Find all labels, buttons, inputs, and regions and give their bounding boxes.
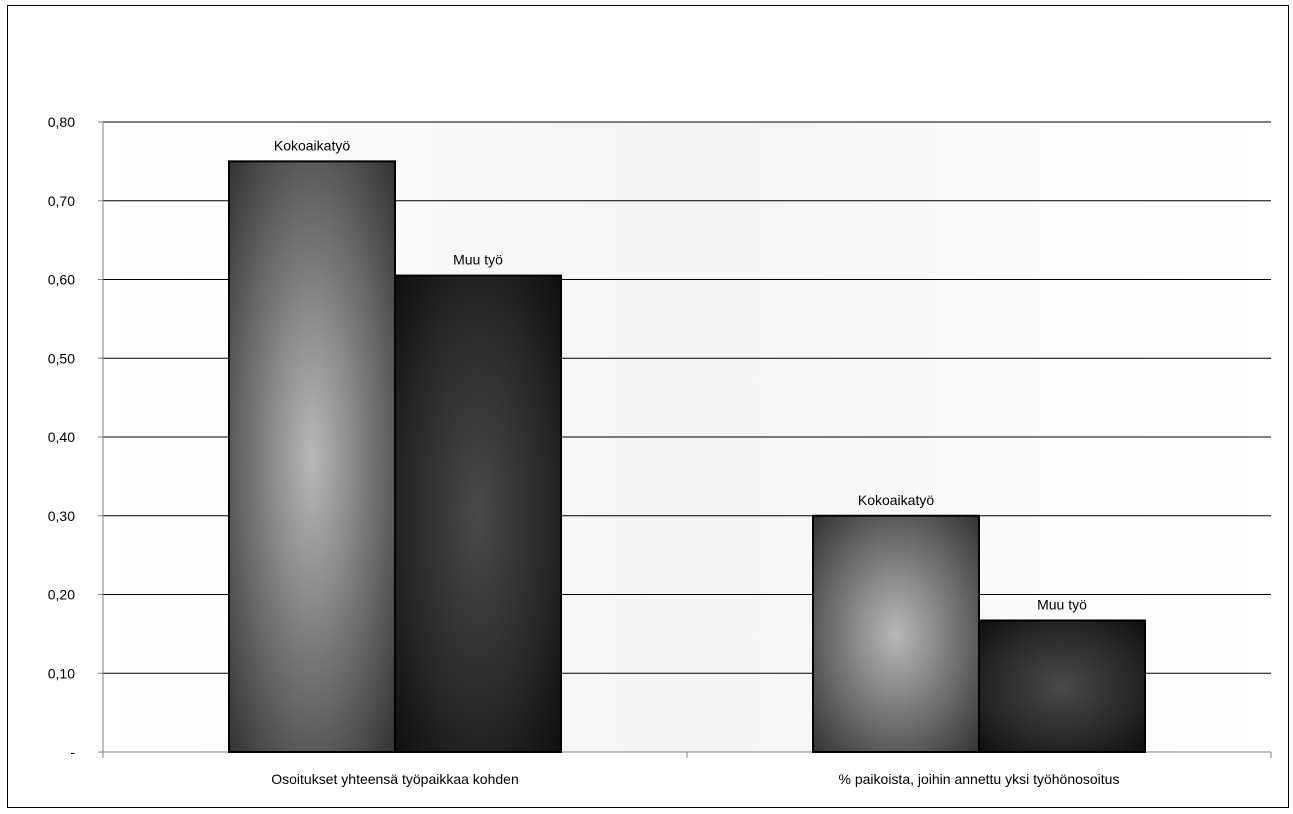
x-category-label: % paikoista, joihin annettu yksi työhöno… (839, 771, 1120, 787)
y-tick-label: 0,50 (48, 350, 75, 366)
data-label: Muu työ (1037, 596, 1087, 612)
bar-muu-tyo (394, 274, 562, 753)
y-tick-label: 0,80 (48, 114, 75, 130)
y-tick-label: 0,30 (48, 508, 75, 524)
y-tick-label: 0,10 (48, 665, 75, 681)
x-category-label: Osoitukset yhteensä työpaikkaa kohden (271, 771, 519, 787)
y-tick-label: 0,60 (48, 272, 75, 288)
bar-kokoaikatyo (228, 160, 396, 753)
data-label: Kokoaikatyö (858, 492, 934, 508)
bars (228, 160, 1146, 753)
bar-kokoaikatyo (812, 514, 980, 753)
data-label: Muu työ (453, 252, 503, 268)
bar-muu-tyo (978, 619, 1146, 753)
y-tick-label: 0,20 (48, 587, 75, 603)
y-tick-label: 0,70 (48, 193, 75, 209)
y-tick-label: 0,40 (48, 429, 75, 445)
data-label: Kokoaikatyö (274, 137, 350, 153)
labels: - 0,10 0,20 0,30 0,40 0,50 0,60 0,70 0,80 Kokoaik… (48, 114, 1120, 787)
y-tick-label: - (70, 744, 75, 760)
